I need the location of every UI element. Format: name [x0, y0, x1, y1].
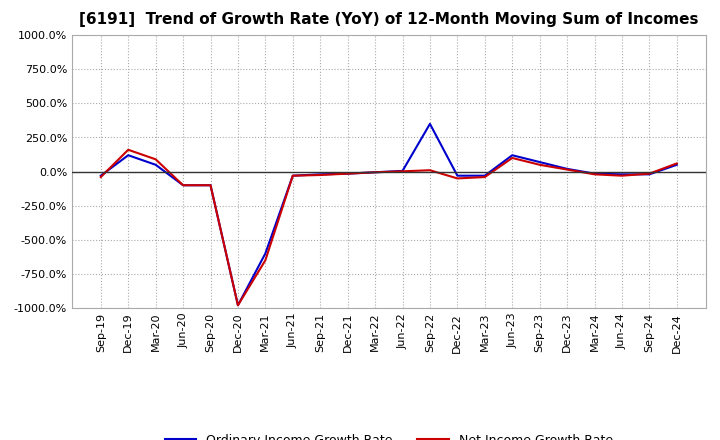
Ordinary Income Growth Rate [179, 183, 187, 188]
Ordinary Income Growth Rate [96, 173, 105, 178]
Net Income Growth Rate [151, 157, 160, 162]
Ordinary Income Growth Rate [590, 171, 599, 176]
Net Income Growth Rate [179, 183, 187, 188]
Net Income Growth Rate [124, 147, 132, 152]
Ordinary Income Growth Rate [233, 303, 242, 308]
Net Income Growth Rate [206, 183, 215, 188]
Legend: Ordinary Income Growth Rate, Net Income Growth Rate: Ordinary Income Growth Rate, Net Income … [160, 429, 618, 440]
Ordinary Income Growth Rate [480, 173, 489, 178]
Ordinary Income Growth Rate [426, 121, 434, 127]
Ordinary Income Growth Rate [453, 173, 462, 178]
Ordinary Income Growth Rate [343, 171, 352, 176]
Line: Ordinary Income Growth Rate: Ordinary Income Growth Rate [101, 124, 677, 305]
Ordinary Income Growth Rate [618, 172, 626, 177]
Net Income Growth Rate [618, 173, 626, 178]
Net Income Growth Rate [398, 169, 407, 174]
Net Income Growth Rate [343, 171, 352, 176]
Net Income Growth Rate [371, 170, 379, 175]
Net Income Growth Rate [536, 162, 544, 167]
Net Income Growth Rate [261, 258, 270, 263]
Ordinary Income Growth Rate [645, 172, 654, 177]
Ordinary Income Growth Rate [316, 172, 325, 177]
Net Income Growth Rate [563, 167, 572, 172]
Ordinary Income Growth Rate [672, 162, 681, 167]
Net Income Growth Rate [233, 303, 242, 308]
Net Income Growth Rate [289, 173, 297, 178]
Net Income Growth Rate [316, 172, 325, 178]
Line: Net Income Growth Rate: Net Income Growth Rate [101, 150, 677, 305]
Ordinary Income Growth Rate [536, 159, 544, 165]
Ordinary Income Growth Rate [563, 166, 572, 172]
Ordinary Income Growth Rate [261, 251, 270, 256]
Ordinary Income Growth Rate [398, 168, 407, 173]
Ordinary Income Growth Rate [371, 170, 379, 175]
Ordinary Income Growth Rate [124, 153, 132, 158]
Net Income Growth Rate [453, 176, 462, 181]
Net Income Growth Rate [645, 171, 654, 176]
Net Income Growth Rate [480, 174, 489, 180]
Net Income Growth Rate [508, 155, 516, 161]
Net Income Growth Rate [672, 161, 681, 166]
Net Income Growth Rate [96, 174, 105, 180]
Title: [6191]  Trend of Growth Rate (YoY) of 12-Month Moving Sum of Incomes: [6191] Trend of Growth Rate (YoY) of 12-… [79, 12, 698, 27]
Ordinary Income Growth Rate [151, 162, 160, 167]
Net Income Growth Rate [590, 172, 599, 177]
Net Income Growth Rate [426, 168, 434, 173]
Ordinary Income Growth Rate [206, 183, 215, 188]
Ordinary Income Growth Rate [289, 173, 297, 178]
Ordinary Income Growth Rate [508, 153, 516, 158]
